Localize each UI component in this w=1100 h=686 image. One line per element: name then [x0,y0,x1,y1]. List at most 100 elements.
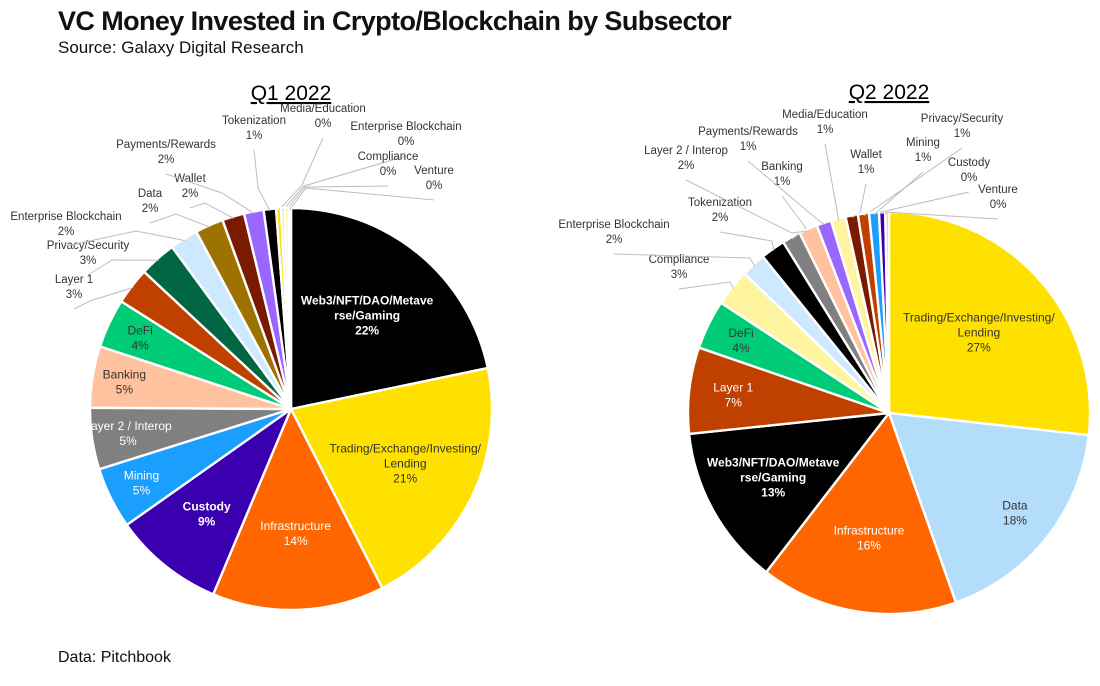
slice-label-line: Enterprise Blockchain [558,219,669,231]
slice-label-line: Layer 2 / Interop [644,145,728,157]
leader-line [685,179,809,234]
slice-label-line: Mining [124,468,159,482]
slice-percent: 1% [774,176,791,188]
slice-label-line: Lending [957,326,1000,340]
slice-percent: 3% [671,269,688,281]
slice-label-line: Wallet [850,149,882,161]
slice-label-defi: DeFi 4% [127,323,152,352]
slice-label-line: Compliance [649,254,710,266]
slice-label-line: Media/Education [782,109,868,121]
leader-line [73,286,134,310]
slice-label-line: Custody [183,499,231,513]
slice-label-line: rse/Gaming [740,471,806,485]
slice-label-media-education: Media/Education 1% [782,109,868,136]
leader-line [824,143,840,221]
slice-label-line: Payments/Rewards [698,126,798,138]
slice-percent: 27% [967,341,991,355]
slice-percent: 9% [198,514,216,528]
slice-label-privacy-security: Privacy/Security 3% [47,240,130,267]
slice-label-payments-rewards: Payments/Rewards 2% [116,139,216,166]
pie-q2-2022: Q2 2022 Trading/Exchange/Investing/Lendin… [558,81,1092,616]
slice-label-line: Privacy/Security [921,113,1004,125]
slice-label-infrastructure: Infrastructure 16% [834,524,905,553]
slice-percent: 4% [131,338,149,352]
slice-percent: 0% [961,172,978,184]
slice-label-line: DeFi [728,326,753,340]
slice-percent: 1% [740,141,757,153]
slice-label-line: Enterprise Blockchain [10,211,121,223]
slice-label-tokenization: Tokenization 1% [222,115,286,142]
slice-label-line: Layer 1 [55,274,93,286]
pie-slice-trading-exchange-investing-lending [887,210,1092,437]
slice-percent: 3% [66,289,83,301]
slice-label-web3-nft-dao-metaverse-gaming: Web3/NFT/DAO/Metave rse/Gaming 22% [301,293,434,337]
slice-label-privacy-security: Privacy/Security 1% [921,113,1004,140]
slice-percent: 16% [857,539,881,553]
pie-title: Q1 2022 [251,82,332,105]
slice-label-line: Compliance [358,151,419,163]
leader-line [719,231,775,251]
slice-label-custody: Custody 9% [183,499,231,528]
slice-percent: 5% [116,382,134,396]
slice-label-payments-rewards: Payments/Rewards 1% [698,126,798,153]
slice-label-line: Trading/Exchange/Investing/ [903,311,1055,325]
slice-label-layer-1: Layer 1 3% [55,274,93,301]
leader-line [678,281,734,290]
slice-percent: 5% [133,483,151,497]
slice-label-layer-2-interop: Layer 2 / Interop 5% [84,419,172,448]
leader-line [87,259,159,276]
leader-line [873,171,924,215]
slice-label-line: Lending [384,457,427,471]
leader-line [289,187,435,211]
slice-label-mining: Mining 1% [906,137,940,164]
slice-percent: 7% [725,396,743,410]
slice-label-banking: Banking 5% [103,367,146,396]
slice-label-line: Enterprise Blockchain [350,121,461,133]
slice-percent: 5% [119,434,137,448]
slice-label-web3-nft-dao-metaverse-gaming: Web3/NFT/DAO/Metave rse/Gaming 13% [707,456,840,500]
slice-label-line: Venture [414,165,454,177]
leader-line [189,202,235,219]
slice-label-mining: Mining 5% [124,468,159,497]
chart-subtitle: Source: Galaxy Digital Research [58,38,304,57]
leader-line [253,149,271,212]
pie-slice-infrastructure [765,411,958,616]
slice-label-infrastructure: Infrastructure 14% [260,519,331,548]
slice-label-line: Mining [906,137,940,149]
slice-percent: 2% [158,154,175,166]
slice-label-data: Data 2% [138,188,163,215]
slice-percent: 14% [284,534,308,548]
slice-percent: 2% [182,188,199,200]
slice-percent: 22% [355,323,379,337]
slice-label-banking: Banking 1% [761,161,803,188]
leader-line [278,137,324,211]
pie-slice-custody [125,407,293,596]
slice-label-enterprise-blockchain: Enterprise Blockchain 2% [10,211,121,238]
slice-label-line: Banking [103,367,146,381]
slice-label-defi: DeFi 4% [728,326,753,355]
slice-percent: 2% [678,160,695,172]
leader-line [781,195,807,240]
pie-q1-2022: Q1 2022 Web3/NFT/DAO/Metave rse/Gaming 22% T… [10,82,494,612]
slice-label-line: Web3/NFT/DAO/Metave [707,456,840,470]
slice-percent: 13% [761,486,785,500]
leader-line [65,230,186,247]
slice-label-tokenization: Tokenization 2% [688,197,752,224]
pie-slice-trading-exchange-investing-lending [289,366,494,590]
pie-slice-infrastructure [212,407,384,612]
slice-label-wallet: Wallet 2% [174,173,206,200]
slice-label-trading-exchange-investing-lending: Trading/Exchange/Investing/Lending 21% [329,442,481,486]
slice-label-custody: Custody 0% [948,157,990,184]
slice-percent: 21% [393,472,417,486]
slice-percent: 4% [732,341,750,355]
slice-percent: 0% [315,118,332,130]
leader-line [165,173,255,214]
slice-percent: 2% [712,212,729,224]
slice-label-line: Layer 2 / Interop [84,419,172,433]
leader-line [883,211,999,220]
chart-title: VC Money Invested in Crypto/Blockchain b… [58,6,732,36]
slice-label-line: Tokenization [222,115,286,127]
data-source-note: Data: Pitchbook [58,649,171,666]
pie-title: Q2 2022 [849,81,930,104]
